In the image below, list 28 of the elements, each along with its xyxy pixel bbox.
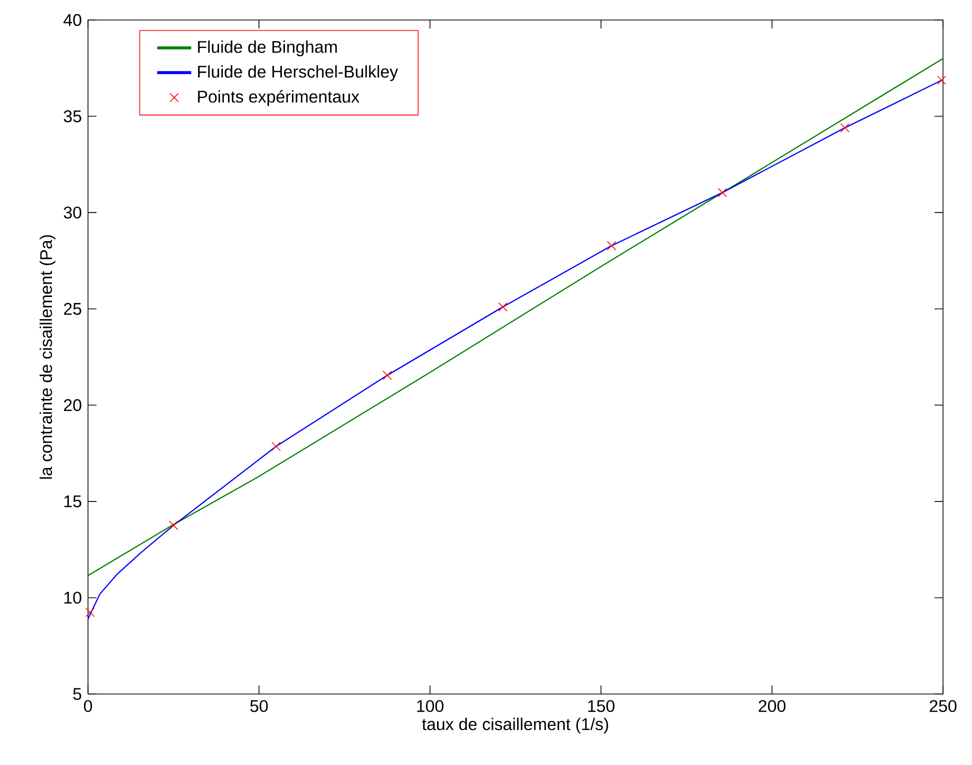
x-axis-title: taux de cisaillement (1/s) [422, 718, 608, 734]
point [718, 188, 728, 198]
x-tick-label: 200 [758, 700, 786, 712]
point [168, 520, 178, 530]
x-tick-label: 0 [84, 700, 92, 712]
point [840, 123, 850, 132]
x-tick-label: 50 [250, 700, 268, 712]
point [271, 442, 281, 452]
legend-label: Fluide de Herschel-Bulkley [198, 65, 398, 82]
y-tick-label: 35 [64, 110, 82, 122]
y-tick-label: 15 [64, 496, 82, 508]
legend-label: Fluide de Bingham [198, 40, 337, 56]
y-tick-label: 30 [64, 206, 82, 219]
y-tick-label: 40 [63, 14, 82, 26]
y-tick-label: 25 [64, 302, 82, 315]
x-tick-label: 250 [930, 700, 956, 712]
point [606, 241, 616, 250]
y-tick-label: 10 [64, 592, 82, 604]
point [498, 302, 508, 312]
point [382, 370, 392, 380]
y-tick-label: 5 [73, 688, 82, 700]
point [937, 76, 946, 85]
x-tick-label: 150 [588, 700, 614, 712]
x-tick-label: 100 [417, 700, 444, 712]
y-tick-label: 20 [64, 399, 82, 412]
legend-label: Points expérimentaux [198, 90, 360, 106]
point [85, 608, 95, 618]
y-axis-title: la contrainte de cisaillement (Pa) [40, 235, 56, 479]
